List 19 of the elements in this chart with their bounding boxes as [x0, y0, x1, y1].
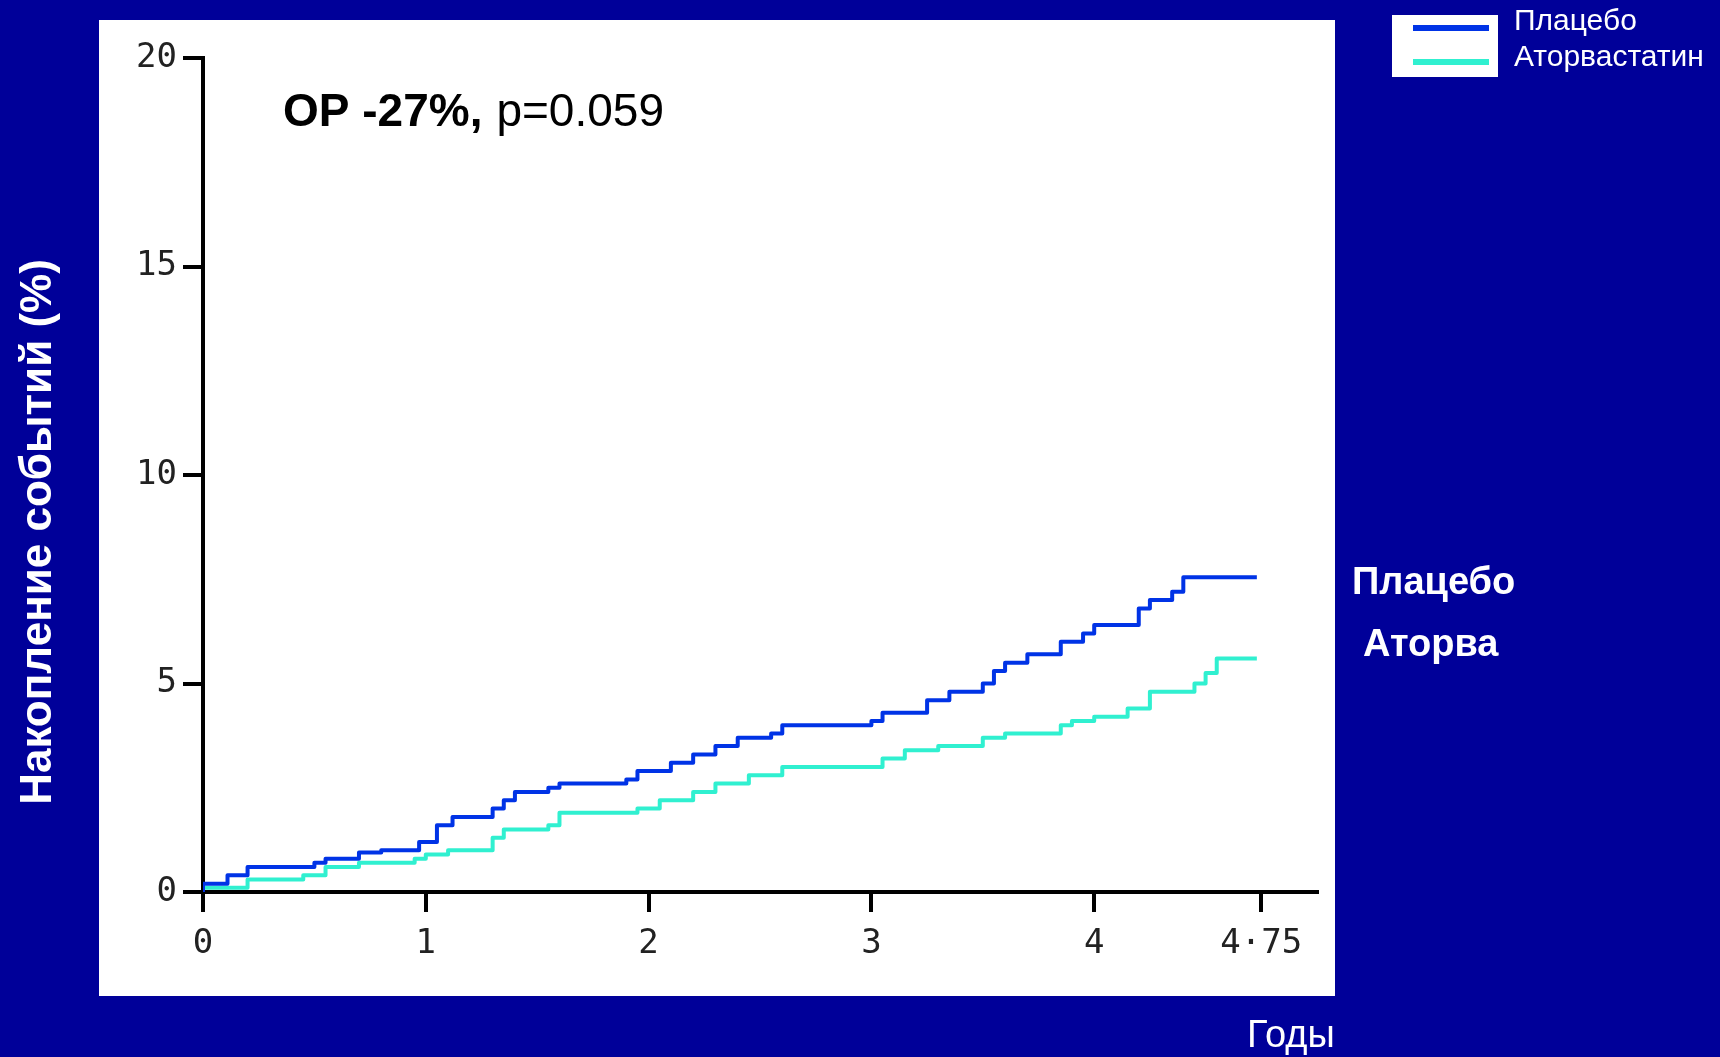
text: Плацебо: [1352, 559, 1516, 604]
y-axis-title: Накопление событий (%): [11, 259, 61, 805]
y-tick-label: 10: [136, 451, 177, 492]
y-tick-label: 0: [156, 868, 177, 909]
text: Аторва: [1363, 621, 1499, 666]
x-tick-label: 3: [861, 921, 882, 962]
y-tick-label: 20: [136, 34, 177, 75]
annotation: p=0.059: [496, 83, 664, 136]
x-tick-label: 2: [638, 921, 659, 962]
y-tick-label: 5: [156, 660, 177, 701]
legend-label: Плацебо: [1514, 2, 1638, 38]
x-tick-label: 4: [1083, 921, 1105, 962]
annotation: ОР -27%,: [283, 83, 483, 136]
legend-label: Аторвастатин: [1514, 38, 1704, 74]
x-axis-title: Годы: [1247, 1012, 1335, 1056]
x-tick-label: 0: [192, 921, 214, 962]
x-tick-label: 1: [415, 921, 437, 962]
y-tick-label: 15: [136, 243, 177, 284]
x-tick-label: 4·75: [1220, 921, 1303, 962]
